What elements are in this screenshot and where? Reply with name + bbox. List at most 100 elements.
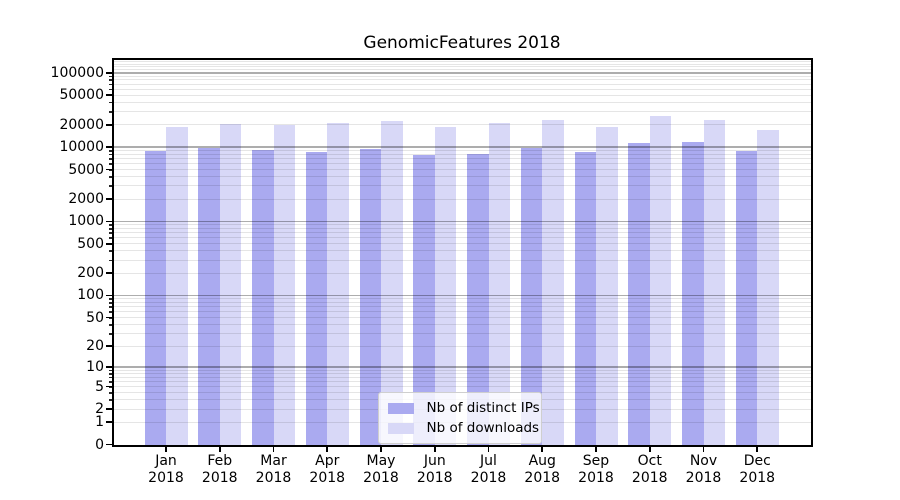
legend-label-distinct-ips: Nb of distinct IPs	[426, 400, 540, 416]
gridline-minor	[113, 111, 811, 113]
y-minor-tick-mark	[108, 158, 112, 160]
bar-distinct-ips-may	[359, 149, 381, 445]
gridline-minor	[113, 124, 811, 126]
y-minor-tick-mark	[108, 83, 112, 86]
y-minor-tick-mark	[108, 185, 112, 188]
gridline-minor	[113, 101, 811, 103]
bar-distinct-ips-oct	[628, 143, 650, 445]
gridline-minor	[113, 224, 811, 226]
gridline-major	[113, 146, 811, 148]
gridline-minor	[113, 176, 811, 178]
x-tick-mark	[595, 446, 597, 452]
bar-downloads-apr	[327, 123, 349, 445]
y-tick-label: 10000	[59, 139, 104, 156]
gridline-minor	[113, 185, 811, 187]
gridline-minor	[113, 381, 811, 383]
y-tick-mark	[106, 294, 112, 297]
gridline-minor	[113, 324, 811, 326]
gridline-minor	[113, 83, 811, 85]
y-tick-label: 100	[77, 287, 104, 304]
y-minor-tick-mark	[108, 421, 112, 424]
y-minor-tick-mark	[108, 75, 112, 78]
gridline-minor	[113, 158, 811, 160]
y-tick-mark	[106, 366, 112, 368]
bar-distinct-ips-jul	[467, 153, 489, 445]
bar-downloads-oct	[649, 115, 672, 445]
y-tick-label: 5000	[68, 161, 104, 178]
y-minor-tick-mark	[108, 111, 112, 113]
bar-downloads-feb	[219, 123, 242, 445]
chart-title: GenomicFeatures 2018	[363, 33, 561, 53]
y-tick-label: 1	[95, 414, 104, 431]
bar-distinct-ips-aug	[520, 148, 543, 445]
y-minor-tick-mark	[108, 150, 112, 152]
bar-distinct-ips-jun	[413, 154, 435, 445]
bar-downloads-nov	[703, 120, 725, 445]
y-minor-tick-mark	[108, 272, 112, 275]
bars-layer	[114, 60, 812, 445]
y-tick-label: 5	[95, 378, 104, 395]
y-minor-tick-mark	[108, 250, 112, 253]
y-minor-tick-mark	[108, 163, 112, 165]
bar-downloads-jul	[488, 122, 510, 445]
gridline-major	[113, 220, 811, 223]
bar-distinct-ips-sep	[574, 151, 596, 445]
y-minor-tick-mark	[108, 101, 112, 104]
y-minor-tick-mark	[108, 243, 112, 245]
x-tick-label: Oct 2018	[631, 453, 668, 486]
x-tick-label: Jun 2018	[416, 453, 453, 486]
gridline-minor	[113, 61, 811, 63]
y-minor-tick-mark	[108, 306, 112, 308]
x-tick-mark	[487, 446, 490, 452]
bar-distinct-ips-apr	[305, 151, 328, 445]
y-minor-tick-mark	[108, 408, 112, 411]
gridline-minor	[113, 163, 811, 165]
gridline-minor	[113, 311, 811, 313]
gridline-major	[113, 366, 811, 368]
y-minor-tick-mark	[108, 376, 112, 379]
x-tick-mark	[702, 446, 705, 452]
bar-distinct-ips-jan	[144, 150, 166, 445]
x-tick-mark	[326, 446, 329, 452]
gridline-major	[113, 294, 811, 297]
y-minor-tick-mark	[108, 298, 112, 300]
gridline-minor	[113, 272, 811, 274]
gridline-minor	[113, 376, 811, 378]
gridline-minor	[113, 69, 811, 71]
gridline-minor	[113, 228, 811, 230]
x-tick-label: Jan 2018	[148, 453, 184, 486]
y-minor-tick-mark	[108, 79, 112, 82]
x-tick-mark	[165, 446, 167, 452]
gridline-minor	[113, 79, 811, 81]
y-minor-tick-mark	[108, 386, 112, 388]
y-minor-tick-mark	[108, 259, 112, 262]
y-minor-tick-mark	[108, 345, 112, 348]
gridline-minor	[113, 317, 811, 319]
y-minor-tick-mark	[108, 176, 112, 178]
gridline-minor	[113, 63, 811, 65]
legend-swatch-downloads	[387, 422, 414, 434]
bar-downloads-dec	[757, 130, 779, 445]
gridline-minor	[113, 333, 811, 335]
y-tick-mark	[106, 220, 112, 223]
gridline-minor	[113, 88, 811, 90]
y-tick-label: 10	[86, 359, 104, 376]
y-tick-label: 1000	[68, 213, 104, 230]
y-minor-tick-mark	[108, 302, 112, 304]
gridline-minor	[113, 250, 811, 252]
y-minor-tick-mark	[108, 153, 112, 156]
x-tick-mark	[541, 446, 544, 452]
x-tick-mark	[433, 446, 436, 452]
gridline-minor	[113, 373, 811, 375]
bar-distinct-ips-nov	[682, 141, 704, 445]
y-minor-tick-mark	[108, 237, 112, 239]
y-minor-tick-mark	[108, 232, 112, 235]
y-minor-tick-mark	[108, 324, 112, 326]
gridline-minor	[113, 306, 811, 308]
bar-downloads-jan	[166, 126, 188, 445]
legend-item-downloads: Nb of downloads	[387, 420, 539, 436]
gridline-minor	[113, 302, 811, 304]
gridline-minor	[113, 386, 811, 388]
